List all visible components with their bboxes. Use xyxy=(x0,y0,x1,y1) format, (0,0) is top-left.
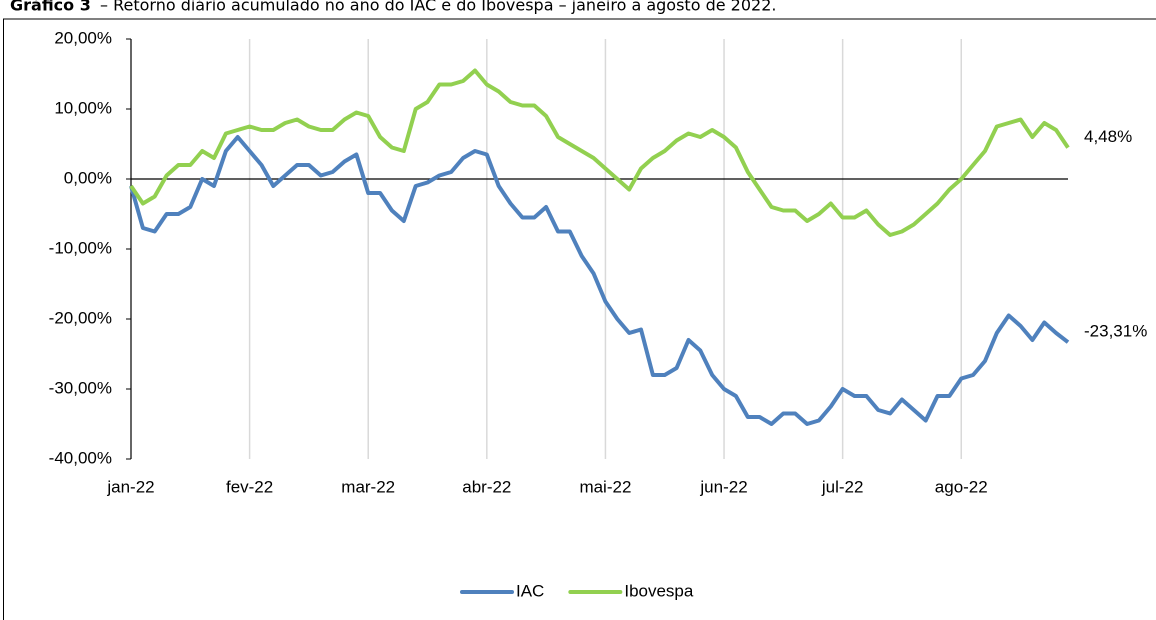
chart-label: Gráfico 3 xyxy=(10,0,91,15)
data-label: -23,31% xyxy=(1084,322,1147,341)
y-tick-label: -10,00% xyxy=(49,238,112,257)
x-tick-label: jun-22 xyxy=(699,477,747,496)
legend-label: Ibovespa xyxy=(624,581,694,600)
x-tick-label: jul-22 xyxy=(821,477,864,496)
x-tick-label: ago-22 xyxy=(935,477,988,496)
y-tick-label: -30,00% xyxy=(49,378,112,397)
series-line xyxy=(129,68,1070,237)
y-tick-label: -40,00% xyxy=(49,448,112,467)
legend-label: IAC xyxy=(516,581,544,600)
x-tick-label: mai-22 xyxy=(579,477,631,496)
series-line xyxy=(129,135,1070,426)
x-tick-label: abr-22 xyxy=(462,477,511,496)
y-tick-label: -20,00% xyxy=(49,308,112,327)
chart-title: – Retorno diário acumulado no ano do IAC… xyxy=(100,0,776,15)
x-tick-label: jan-22 xyxy=(106,477,154,496)
x-tick-label: fev-22 xyxy=(226,477,273,496)
x-tick-label: mar-22 xyxy=(341,477,395,496)
y-tick-label: 0,00% xyxy=(64,168,112,187)
data-label: 4,48% xyxy=(1084,127,1132,146)
y-tick-label: 20,00% xyxy=(54,28,112,47)
y-tick-label: 10,00% xyxy=(54,98,112,117)
